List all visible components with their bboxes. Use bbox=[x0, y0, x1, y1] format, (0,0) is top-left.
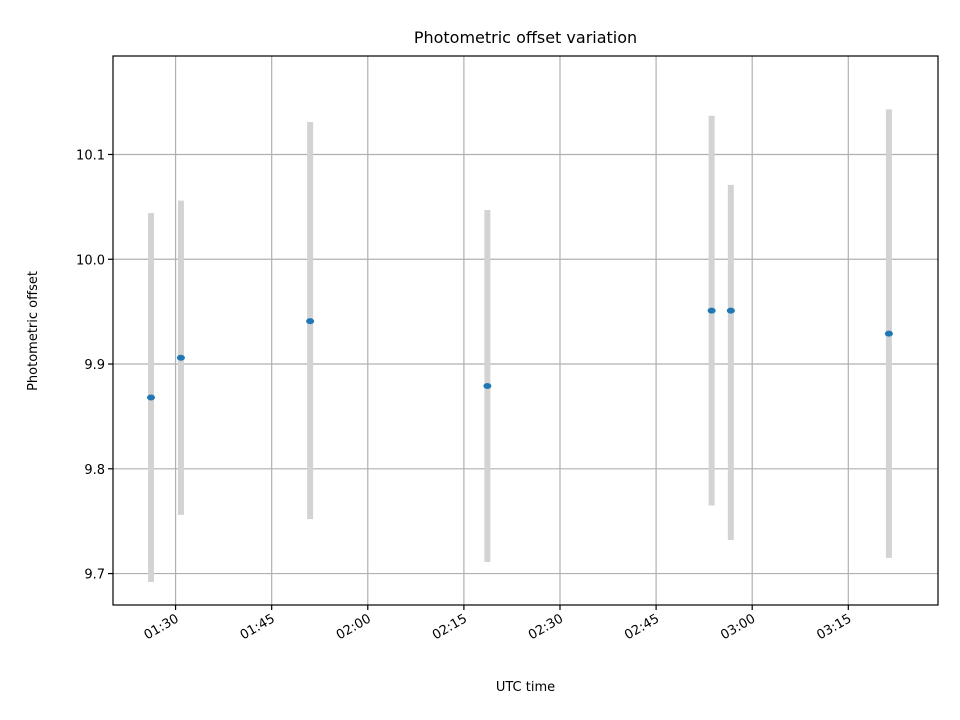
grid-layer bbox=[113, 56, 938, 605]
x-tick-label: 01:30 bbox=[142, 611, 182, 643]
x-tick-label: 03:00 bbox=[718, 611, 758, 643]
x-tick-label: 01:45 bbox=[238, 611, 278, 643]
data-point bbox=[707, 307, 716, 314]
x-tick-label: 02:30 bbox=[526, 611, 566, 643]
x-tick-label: 02:15 bbox=[430, 611, 470, 643]
y-tick-label: 10.1 bbox=[76, 148, 105, 163]
y-axis-label: Photometric offset bbox=[26, 271, 41, 391]
data-point bbox=[176, 354, 185, 361]
data-point bbox=[147, 394, 156, 401]
point-layer bbox=[147, 307, 893, 401]
y-tick-label: 9.8 bbox=[84, 463, 105, 478]
y-tick-label: 10.0 bbox=[76, 253, 105, 268]
errorbar-layer bbox=[148, 109, 892, 582]
tick-layer: 01:30 01:45 02:00 02:15 02:30 02:45 03:00 03:15… bbox=[76, 148, 854, 643]
plot-frame bbox=[112, 55, 939, 606]
x-axis-label: UTC time bbox=[496, 680, 555, 695]
data-point bbox=[483, 383, 492, 390]
data-point bbox=[306, 318, 315, 325]
y-tick-label: 9.9 bbox=[84, 358, 105, 373]
y-tick-label: 9.7 bbox=[84, 568, 105, 583]
x-tick-label: 02:45 bbox=[622, 611, 662, 643]
data-point bbox=[726, 307, 735, 314]
x-tick-label: 02:00 bbox=[334, 611, 374, 643]
chart-title: Photometric offset variation bbox=[414, 28, 637, 47]
x-tick-label: 03:15 bbox=[814, 611, 854, 643]
data-point bbox=[884, 330, 893, 337]
